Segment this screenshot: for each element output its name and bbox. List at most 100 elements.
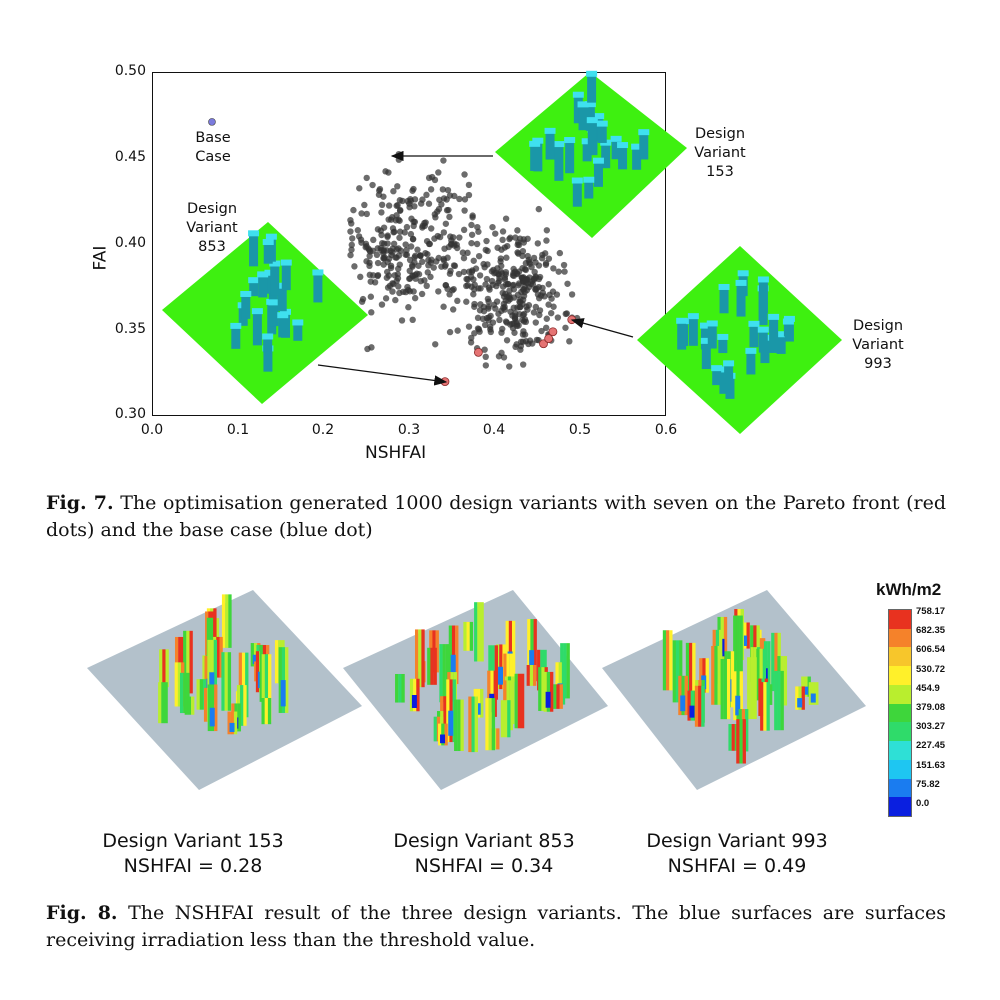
variant-point xyxy=(502,215,510,222)
building-facade xyxy=(527,619,531,682)
variant-point xyxy=(495,277,503,285)
variant-point xyxy=(510,304,517,312)
building-facade xyxy=(237,703,241,732)
building-facade xyxy=(204,655,208,702)
variant-point xyxy=(542,324,550,332)
variant-point xyxy=(503,254,510,261)
building xyxy=(572,181,582,207)
building-facade xyxy=(801,686,805,710)
building-facade xyxy=(443,711,447,736)
variant-153-rendering xyxy=(87,590,362,790)
variant-point xyxy=(444,254,451,261)
building-facade xyxy=(174,662,178,707)
variant-point xyxy=(495,310,502,317)
building-facade xyxy=(240,685,244,726)
building-facade xyxy=(780,670,784,731)
building-facade xyxy=(720,616,724,661)
variant-point xyxy=(499,236,506,244)
building-facade xyxy=(435,630,439,673)
building xyxy=(632,147,642,170)
variant-point xyxy=(485,298,492,305)
color-scale-segment xyxy=(889,759,911,779)
variant-point xyxy=(348,246,355,253)
variant-point xyxy=(435,169,442,176)
variant-853-thumbnail xyxy=(162,222,368,404)
shaded-surface xyxy=(742,635,748,646)
building-facade xyxy=(460,699,464,752)
building-facade xyxy=(161,682,165,724)
building-facade xyxy=(496,728,500,750)
building-facade xyxy=(768,684,773,705)
variant-point xyxy=(535,275,543,283)
building-facade xyxy=(202,655,206,683)
variant-point xyxy=(475,252,483,260)
building-roof xyxy=(586,70,598,77)
variant-title: Design Variant 853 xyxy=(393,830,575,852)
shaded-surface xyxy=(229,722,235,733)
building-facade xyxy=(736,719,740,764)
variant-point xyxy=(509,324,517,332)
variant-point xyxy=(515,241,523,249)
building-roof xyxy=(782,318,794,325)
variant-point xyxy=(427,186,435,193)
building xyxy=(263,243,273,264)
arrow-to-853 xyxy=(317,364,448,386)
shaded-surface xyxy=(680,695,686,712)
variant-point xyxy=(464,249,471,257)
building xyxy=(758,280,768,314)
building-facade xyxy=(203,687,208,722)
building xyxy=(584,180,594,199)
building-roof xyxy=(248,277,260,284)
color-scale-segment xyxy=(889,628,911,648)
building-facade xyxy=(395,673,399,703)
building xyxy=(597,124,607,143)
building-facade xyxy=(268,654,272,723)
building-facade xyxy=(746,622,750,649)
variant-point xyxy=(398,317,406,324)
building-facade xyxy=(730,651,735,708)
building-facade xyxy=(427,647,431,685)
x-tick-label: 0.3 xyxy=(397,422,421,438)
variant-point xyxy=(507,234,514,241)
building xyxy=(758,330,768,353)
variant-point xyxy=(411,203,418,210)
building-facade xyxy=(487,670,491,717)
building-roof xyxy=(638,129,650,136)
building-facade xyxy=(468,696,472,753)
building xyxy=(639,133,649,160)
variant-point xyxy=(521,331,529,338)
building-facade xyxy=(181,636,185,682)
variant-point xyxy=(470,291,477,298)
caption-prefix: Fig. 8. xyxy=(46,902,118,924)
variant-point xyxy=(503,337,511,344)
variant-point xyxy=(455,270,463,278)
variant-point xyxy=(468,231,476,238)
variant-point xyxy=(378,231,385,239)
building-facade xyxy=(711,645,715,705)
annotation-line: 853 xyxy=(198,239,226,255)
variant-point xyxy=(369,247,376,254)
building-facade xyxy=(444,723,448,746)
variant-point xyxy=(363,210,370,218)
building-facade xyxy=(499,644,503,690)
variant-point xyxy=(407,230,415,238)
building-roof xyxy=(553,141,565,148)
building xyxy=(565,141,575,174)
color-scale-segment xyxy=(889,610,911,629)
variant-point xyxy=(378,301,386,308)
variant-point xyxy=(522,266,530,274)
building-facade xyxy=(774,632,778,692)
building-facade xyxy=(442,644,446,703)
building-facade xyxy=(692,642,696,707)
building xyxy=(618,146,628,170)
shaded-surface xyxy=(440,734,446,744)
building-roof xyxy=(269,260,281,267)
variant-point xyxy=(395,283,402,290)
building xyxy=(293,323,303,341)
building-facade xyxy=(158,682,162,724)
figure-7-caption: Fig. 7. The optimisation generated 1000 … xyxy=(46,490,946,544)
building-roof xyxy=(277,312,289,319)
building-facade xyxy=(179,672,184,714)
shaded-surface xyxy=(209,707,215,727)
building-facade xyxy=(463,621,467,651)
